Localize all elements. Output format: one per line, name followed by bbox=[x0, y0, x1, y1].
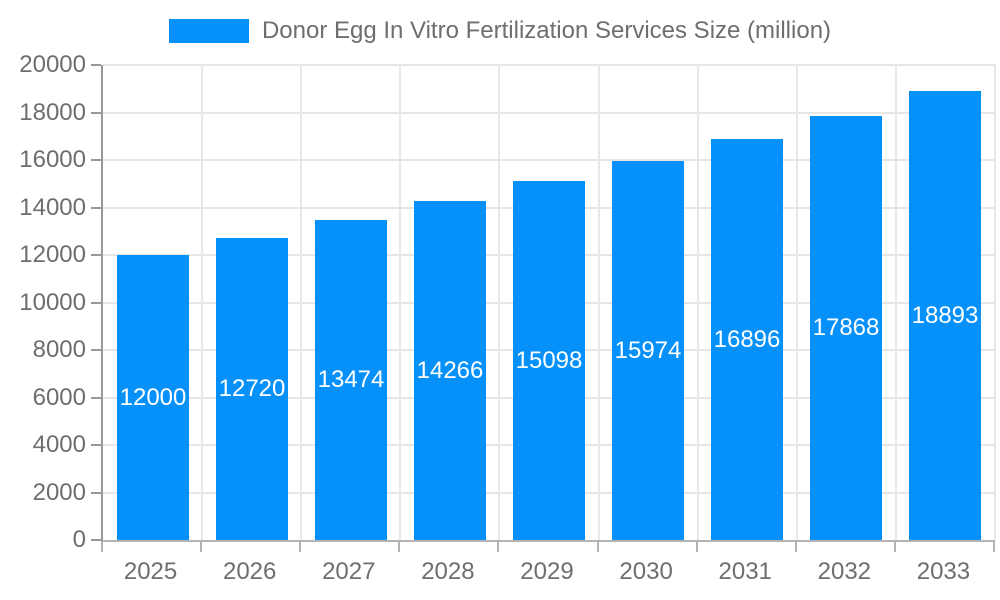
y-axis-label: 16000 bbox=[19, 146, 86, 173]
x-axis-tick bbox=[101, 542, 103, 552]
v-gridline bbox=[696, 65, 699, 540]
bar-value-label: 15974 bbox=[614, 336, 682, 364]
y-axis-tick bbox=[91, 159, 101, 161]
v-gridline bbox=[894, 65, 897, 540]
legend-item[interactable]: Donor Egg In Vitro Fertilization Service… bbox=[168, 17, 832, 44]
bar-2033[interactable]: 18893 bbox=[909, 91, 981, 540]
bar-value-label: 14266 bbox=[416, 356, 484, 384]
x-axis-label: 2033 bbox=[916, 558, 971, 585]
v-gridline bbox=[498, 65, 501, 540]
bar-2029[interactable]: 15098 bbox=[513, 181, 585, 540]
v-gridline bbox=[597, 65, 600, 540]
h-gridline bbox=[103, 159, 995, 161]
y-axis-tick bbox=[91, 539, 101, 541]
x-axis-label: 2031 bbox=[718, 558, 772, 585]
y-axis-label: 18000 bbox=[19, 98, 86, 126]
legend: Donor Egg In Vitro Fertilization Service… bbox=[0, 19, 1000, 43]
bar-2027[interactable]: 13474 bbox=[315, 220, 387, 540]
v-gridline bbox=[399, 65, 402, 540]
h-gridline bbox=[103, 64, 995, 66]
y-axis-label: 2000 bbox=[32, 478, 86, 506]
bar-2026[interactable]: 12720 bbox=[216, 238, 288, 540]
y-axis-tick bbox=[91, 64, 101, 66]
x-axis-tick bbox=[597, 542, 599, 552]
y-axis-label: 10000 bbox=[19, 288, 86, 316]
bar-value-label: 17868 bbox=[812, 314, 880, 341]
x-axis-label: 2027 bbox=[322, 558, 376, 585]
chart-title: Donor Egg In Vitro Fertilization Service… bbox=[261, 17, 832, 44]
bar-value-label: 13474 bbox=[317, 366, 385, 393]
y-axis-tick bbox=[91, 254, 101, 256]
x-axis-tick bbox=[200, 542, 202, 552]
v-gridline bbox=[300, 65, 303, 540]
y-axis-tick bbox=[91, 396, 101, 399]
y-axis-label: 4000 bbox=[32, 431, 86, 458]
x-axis-tick bbox=[795, 542, 797, 552]
legend-swatch-icon bbox=[168, 19, 249, 43]
bar-2031[interactable]: 16896 bbox=[711, 139, 783, 540]
x-axis-label: 2025 bbox=[123, 558, 178, 585]
v-gridline bbox=[795, 65, 798, 540]
y-axis-label: 12000 bbox=[19, 241, 86, 268]
y-axis-tick bbox=[91, 111, 101, 114]
bar-2030[interactable]: 15974 bbox=[612, 161, 684, 540]
bar-2028[interactable]: 14266 bbox=[414, 201, 486, 540]
bar-2025[interactable]: 12000 bbox=[117, 255, 189, 540]
v-gridline bbox=[994, 65, 996, 540]
bar-value-label: 16896 bbox=[713, 325, 781, 353]
x-axis-tick bbox=[696, 542, 698, 552]
x-axis-tick bbox=[993, 542, 995, 552]
plot-area: 12000 12720 13474 14266 15098 15974 16896 17868… bbox=[101, 64, 996, 542]
x-axis-label: 2030 bbox=[619, 558, 673, 585]
y-axis-label: 14000 bbox=[19, 193, 86, 221]
y-axis-tick bbox=[91, 301, 101, 304]
x-axis-label: 2032 bbox=[817, 558, 872, 585]
y-axis-label: 6000 bbox=[32, 383, 86, 411]
x-axis-label: 2026 bbox=[222, 558, 277, 585]
y-axis-tick bbox=[91, 444, 101, 446]
h-gridline bbox=[103, 111, 995, 114]
x-axis-tick bbox=[894, 542, 896, 552]
y-axis-tick bbox=[91, 491, 101, 494]
y-axis-tick bbox=[91, 206, 101, 209]
x-axis-label: 2029 bbox=[520, 558, 574, 585]
x-axis-tick bbox=[497, 542, 499, 552]
x-axis-tick bbox=[299, 542, 301, 552]
bar-value-label: 18893 bbox=[911, 301, 979, 329]
y-axis-label: 0 bbox=[72, 526, 86, 553]
bar-value-label: 12000 bbox=[119, 383, 187, 411]
x-axis-tick bbox=[398, 542, 400, 552]
x-axis-label: 2028 bbox=[421, 558, 475, 585]
bar-value-label: 15098 bbox=[515, 346, 583, 374]
y-axis-tick bbox=[91, 349, 101, 351]
bar-2032[interactable]: 17868 bbox=[810, 116, 882, 540]
bar-value-label: 12720 bbox=[218, 375, 286, 402]
y-axis-label: 8000 bbox=[32, 336, 86, 363]
y-axis-label: 20000 bbox=[19, 51, 86, 78]
v-gridline bbox=[201, 65, 204, 540]
